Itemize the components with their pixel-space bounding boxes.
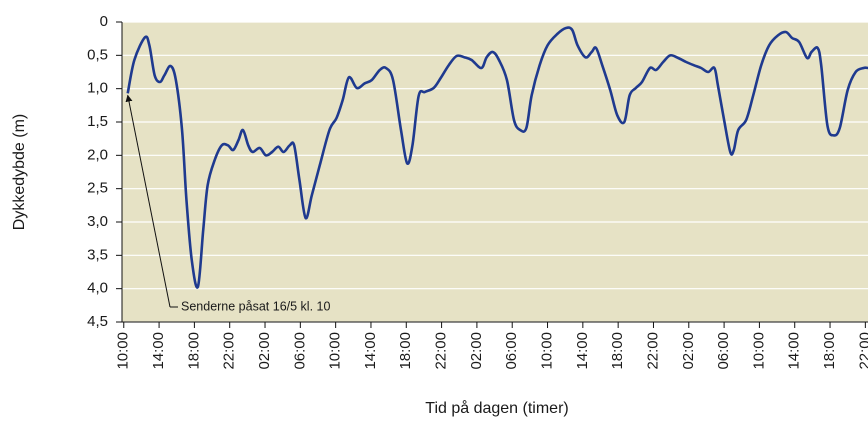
x-tick-label: 14:00: [574, 332, 591, 370]
x-tick-label: 02:00: [468, 332, 485, 370]
y-tick-label: 0,5: [87, 46, 108, 63]
annotation-arrow: [125, 94, 171, 308]
annotation-text: Senderne påsat 16/5 kl. 10: [181, 299, 330, 313]
plot-background: [122, 22, 868, 322]
x-tick-label: 10:00: [750, 332, 767, 370]
x-tick-label: 18:00: [185, 332, 202, 370]
x-tick-label: 10:00: [115, 332, 132, 370]
plot-layer: 0 0,5 1,0 1,5 2,0 2,5 3,0 3,5 4,0 4,5 10:00 14:00 18…: [87, 13, 868, 370]
y-axis-title: Dykkedybde (m): [11, 114, 28, 230]
x-tick-label: 02:00: [680, 332, 697, 370]
y-tick-label: 1,0: [87, 80, 108, 97]
y-tick-label: 3,5: [87, 246, 108, 263]
data-line: [126, 26, 868, 289]
x-tick-label: 06:00: [715, 332, 732, 370]
y-tick-label: 4,5: [87, 313, 108, 330]
x-tick-label: 22:00: [433, 332, 450, 370]
x-tick-label: 18:00: [821, 332, 838, 370]
y-tick-label: 0: [100, 13, 108, 30]
y-tick-label: 1,5: [87, 113, 108, 130]
y-tick-label: 2,5: [87, 180, 108, 197]
x-tick-label: 06:00: [291, 332, 308, 370]
x-tick-label: 10:00: [538, 332, 555, 370]
x-tick-label: 18:00: [609, 332, 626, 370]
x-tick-label: 18:00: [397, 332, 414, 370]
y-tick-label: 2,0: [87, 146, 108, 163]
x-tick-label: 22:00: [644, 332, 661, 370]
x-tick-label: 14:00: [150, 332, 167, 370]
x-tick-label: 22:00: [221, 332, 238, 370]
y-tick-label: 3,0: [87, 213, 108, 230]
x-tick-label: 06:00: [503, 332, 520, 370]
x-tick-label: 10:00: [327, 332, 344, 370]
x-tick-label: 14:00: [362, 332, 379, 370]
x-axis-title: Tid på dagen (timer): [425, 399, 568, 417]
x-tick-label: 14:00: [786, 332, 803, 370]
x-tick-label: 22:00: [856, 332, 868, 370]
y-tick-label: 4,0: [87, 280, 108, 297]
x-tick-label: 02:00: [256, 332, 273, 370]
